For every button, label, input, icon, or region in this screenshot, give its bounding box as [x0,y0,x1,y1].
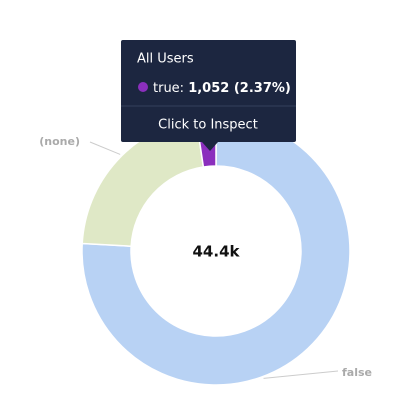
tooltip-arrow [202,142,218,151]
donut-slice [81,116,351,386]
tooltip-title: All Users [137,52,194,67]
center-total: 44.4k [193,243,241,261]
leader-line [89,141,121,155]
leader-line [263,370,339,379]
tooltip-series: true: [153,81,184,96]
slice-label: (none) [39,135,80,148]
tooltip-row: true: 1,052 (2.37%) [153,81,291,96]
tooltip-action[interactable]: Click to Inspect [158,118,258,133]
tooltip[interactable]: All Users true: 1,052 (2.37%) Click to I… [121,40,296,151]
tooltip-value: 1,052 (2.37%) [188,81,291,96]
slice-label: false [342,366,372,379]
tooltip-swatch [138,82,148,92]
tooltip-box [121,40,296,142]
